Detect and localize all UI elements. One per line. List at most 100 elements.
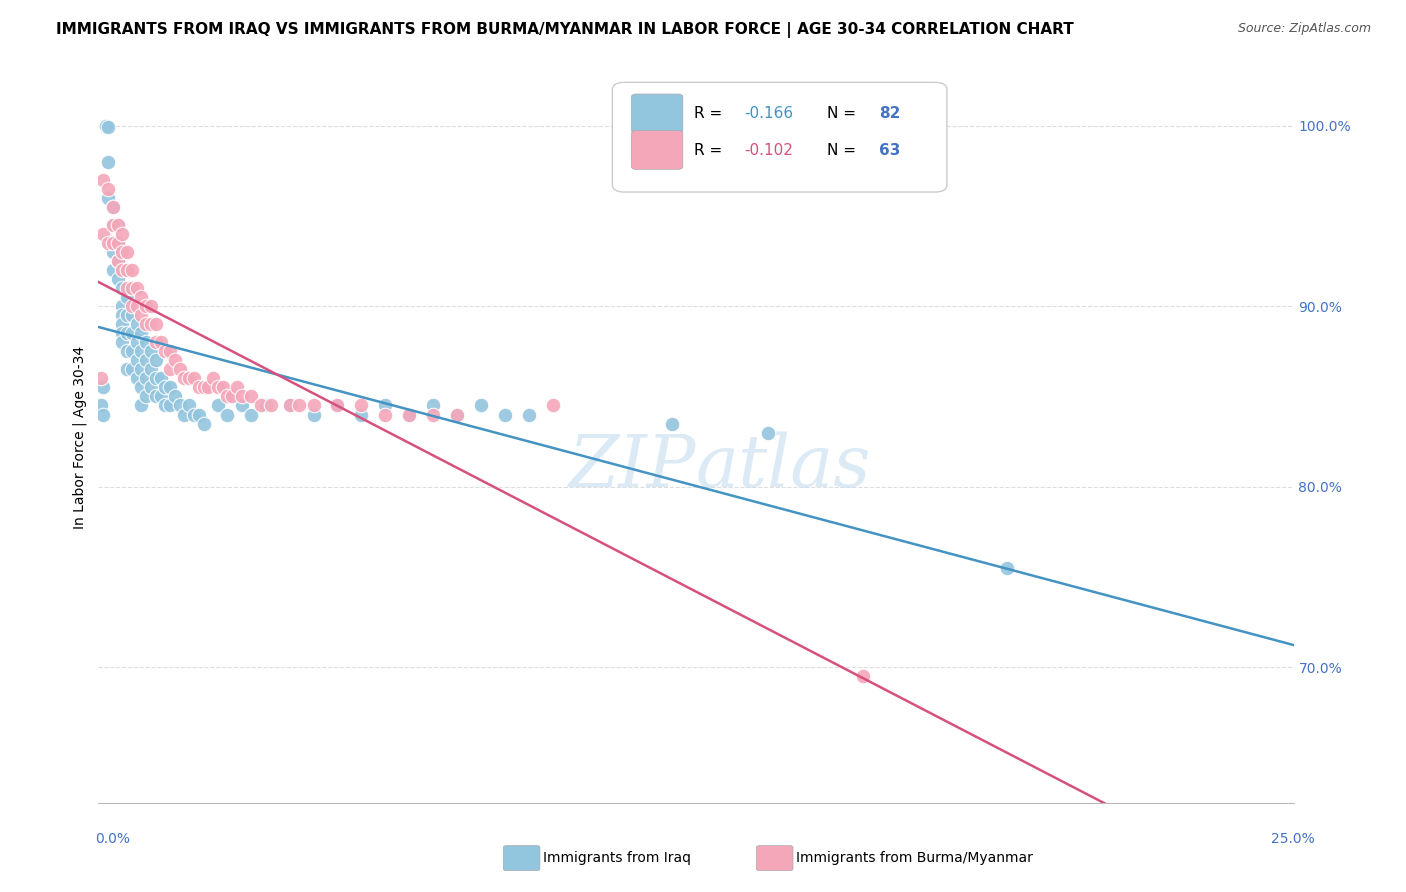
Point — [193, 380, 215, 394]
Point — [135, 299, 157, 313]
Point — [107, 254, 129, 268]
Point — [163, 389, 186, 403]
Text: R =: R = — [693, 106, 727, 121]
Point — [149, 371, 172, 385]
Point — [131, 399, 153, 413]
Point — [231, 399, 253, 413]
Text: atlas: atlas — [696, 431, 872, 501]
Point — [135, 389, 157, 403]
Text: N =: N = — [827, 106, 862, 121]
Point — [121, 308, 143, 322]
Point — [121, 326, 143, 341]
Point — [398, 408, 420, 422]
Point — [302, 408, 325, 422]
Point — [159, 399, 181, 413]
Point — [101, 218, 124, 232]
Point — [135, 335, 157, 350]
Point — [139, 344, 162, 359]
Point — [494, 408, 516, 422]
Point — [254, 399, 277, 413]
Point — [374, 408, 396, 422]
Point — [302, 399, 325, 413]
Point — [159, 380, 181, 394]
Point — [187, 380, 209, 394]
Text: R =: R = — [693, 143, 727, 158]
Point — [131, 344, 153, 359]
Point — [422, 399, 444, 413]
Text: N =: N = — [827, 143, 862, 158]
Point — [145, 389, 167, 403]
Point — [97, 191, 120, 205]
Point — [90, 371, 112, 385]
Point — [101, 200, 124, 214]
Point — [187, 408, 209, 422]
Point — [159, 362, 181, 376]
Point — [121, 344, 143, 359]
Point — [97, 182, 120, 196]
Point — [197, 380, 219, 394]
Text: Immigrants from Burma/Myanmar: Immigrants from Burma/Myanmar — [796, 851, 1032, 865]
Point — [139, 299, 162, 313]
Point — [107, 254, 129, 268]
Point — [115, 281, 138, 295]
Point — [541, 399, 564, 413]
Point — [121, 299, 143, 313]
Point — [125, 281, 148, 295]
Point — [240, 389, 263, 403]
Point — [125, 353, 148, 368]
Point — [163, 353, 186, 368]
Text: -0.102: -0.102 — [744, 143, 793, 158]
Point — [97, 154, 120, 169]
Text: IMMIGRANTS FROM IRAQ VS IMMIGRANTS FROM BURMA/MYANMAR IN LABOR FORCE | AGE 30-34: IMMIGRANTS FROM IRAQ VS IMMIGRANTS FROM … — [56, 22, 1074, 38]
Text: ZIP: ZIP — [568, 431, 696, 501]
Point — [169, 362, 191, 376]
Point — [135, 353, 157, 368]
Point — [288, 399, 311, 413]
Point — [125, 371, 148, 385]
Point — [101, 263, 124, 277]
Point — [131, 308, 153, 322]
Point — [217, 389, 239, 403]
Point — [91, 172, 114, 186]
Point — [101, 235, 124, 250]
Point — [207, 399, 229, 413]
Point — [107, 235, 129, 250]
Point — [115, 362, 138, 376]
Point — [111, 244, 134, 259]
Point — [107, 235, 129, 250]
Point — [97, 235, 120, 250]
Point — [101, 200, 124, 214]
Point — [145, 317, 167, 331]
Point — [115, 344, 138, 359]
Point — [169, 399, 191, 413]
Point — [183, 371, 205, 385]
Text: -0.166: -0.166 — [744, 106, 793, 121]
Point — [121, 362, 143, 376]
Point — [250, 399, 273, 413]
Point — [446, 408, 468, 422]
FancyBboxPatch shape — [631, 94, 683, 133]
Point — [139, 380, 162, 394]
Point — [852, 669, 875, 683]
Point — [107, 272, 129, 286]
Point — [125, 299, 148, 313]
Point — [350, 399, 373, 413]
Point — [131, 380, 153, 394]
Point — [111, 299, 134, 313]
Point — [217, 408, 239, 422]
Point — [115, 244, 138, 259]
Point — [149, 389, 172, 403]
Point — [183, 408, 205, 422]
Point — [115, 263, 138, 277]
Point — [94, 119, 117, 133]
Point — [231, 389, 253, 403]
Point — [517, 408, 540, 422]
Point — [97, 120, 120, 135]
Point — [995, 561, 1018, 575]
Point — [179, 399, 201, 413]
Point — [446, 408, 468, 422]
Point — [326, 399, 349, 413]
Point — [374, 399, 396, 413]
Point — [155, 399, 177, 413]
Text: 25.0%: 25.0% — [1271, 832, 1315, 846]
